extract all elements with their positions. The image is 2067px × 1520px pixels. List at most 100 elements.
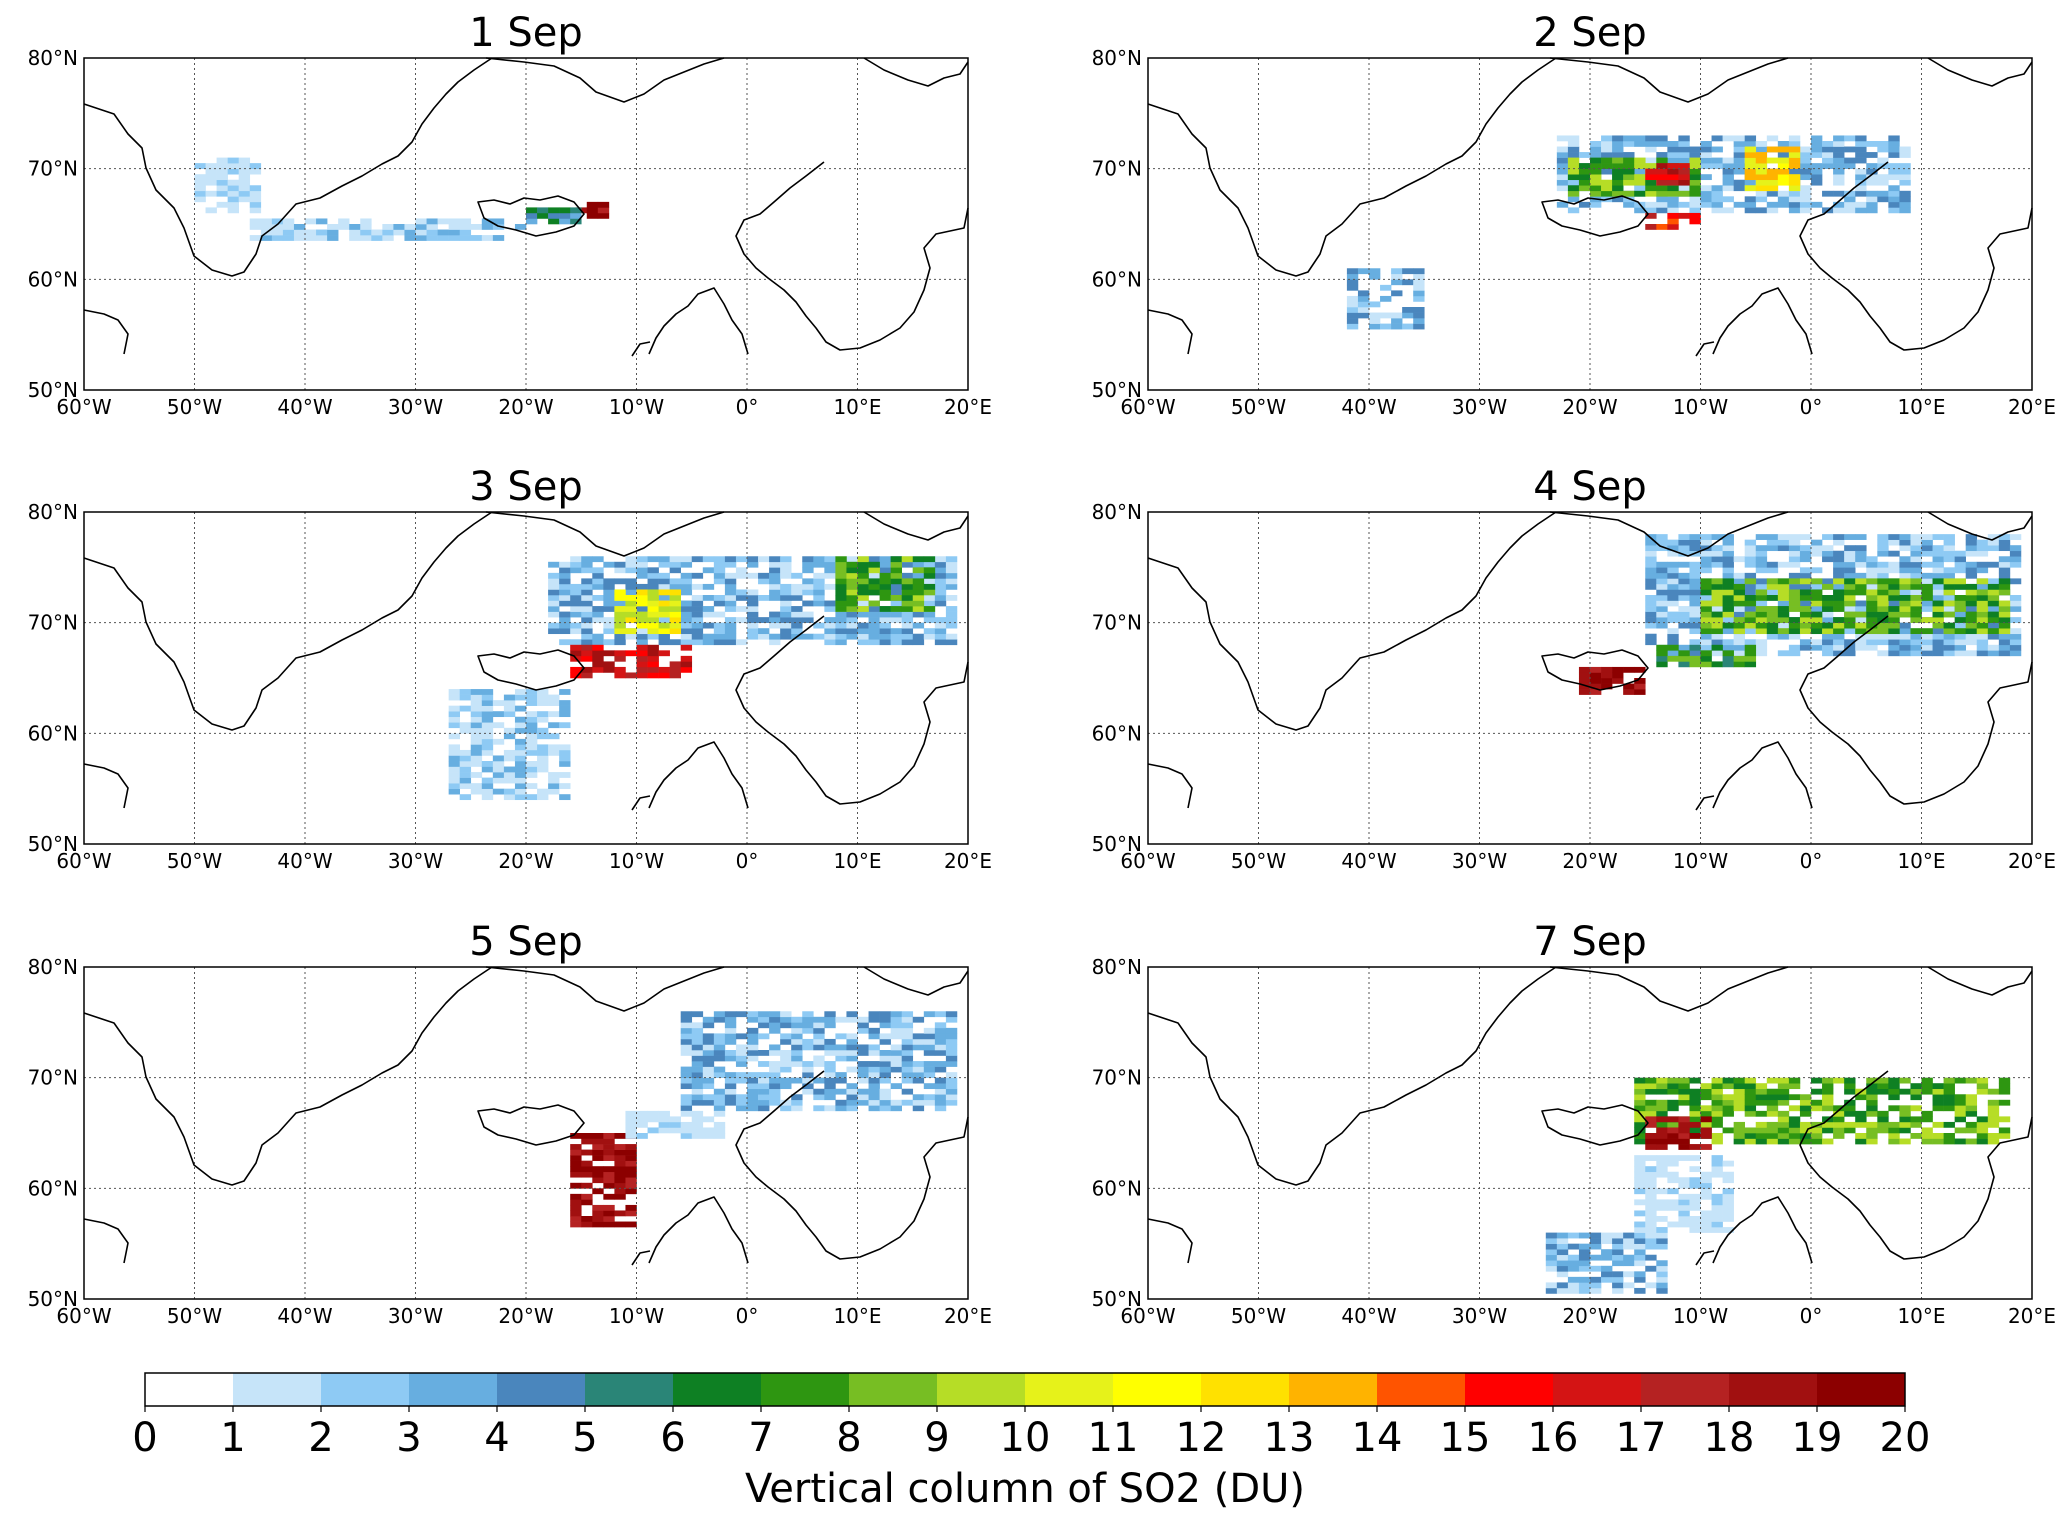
so2-cell	[846, 611, 858, 618]
so2-cell	[1932, 1138, 1944, 1145]
so2-cell	[912, 600, 925, 607]
so2-cell	[1811, 595, 1823, 601]
so2-cell	[1788, 168, 1801, 175]
so2-cell	[503, 777, 516, 784]
so2-cell	[570, 207, 582, 214]
so2-cell	[1711, 583, 1723, 590]
so2-cell	[890, 628, 902, 635]
so2-cell	[1711, 1166, 1723, 1173]
so2-cell	[813, 633, 825, 640]
so2-cell	[713, 595, 726, 601]
so2-cell	[680, 1077, 693, 1084]
so2-cell	[1976, 639, 1989, 646]
so2-cell	[1678, 1199, 1690, 1206]
so2-cell	[1888, 1127, 1900, 1134]
so2-cell	[1855, 141, 1867, 147]
so2-cell	[1877, 141, 1889, 147]
so2-cell	[581, 1138, 593, 1145]
so2-cell	[1777, 1138, 1790, 1145]
so2-cell	[1833, 1116, 1845, 1123]
so2-cell	[1678, 1083, 1690, 1090]
so2-cell	[1623, 174, 1635, 181]
so2-cell	[581, 1171, 593, 1178]
colorbar-tick-label: 0	[132, 1415, 157, 1461]
so2-cell	[1689, 1166, 1701, 1173]
so2-cell	[1822, 606, 1834, 612]
so2-cell	[1678, 1121, 1690, 1128]
so2-cell	[1932, 556, 1944, 563]
so2-cell	[1678, 185, 1690, 192]
so2-cell	[1954, 611, 1966, 618]
so2-cell	[901, 589, 914, 596]
so2-cell	[868, 589, 880, 596]
so2-cell	[492, 738, 505, 745]
so2-cell	[1645, 1088, 1657, 1095]
so2-cell	[1811, 1127, 1823, 1134]
so2-cell	[1866, 1133, 1878, 1139]
lon-label: 0°	[736, 395, 759, 419]
so2-cell	[1822, 190, 1834, 197]
so2-cell	[570, 644, 582, 651]
so2-cell	[1667, 633, 1679, 640]
so2-cell	[1656, 1216, 1668, 1222]
lat-label: 60°N	[28, 1176, 78, 1200]
so2-cell	[1954, 650, 1966, 657]
so2-cell	[791, 622, 803, 629]
so2-cell	[1755, 1083, 1768, 1090]
so2-cell	[271, 224, 284, 230]
so2-cell	[625, 1149, 637, 1156]
so2-cell	[1733, 628, 1745, 635]
so2-cell	[1777, 168, 1790, 175]
so2-cell	[1987, 583, 2000, 590]
so2-cell	[1556, 1243, 1569, 1250]
so2-cell	[923, 606, 936, 612]
so2-cell	[1656, 534, 1668, 540]
so2-cell	[1866, 611, 1878, 618]
so2-cell	[791, 1099, 803, 1106]
so2-cell	[1590, 190, 1602, 197]
so2-cell	[1678, 1116, 1690, 1123]
so2-cell	[747, 595, 759, 601]
so2-cell	[625, 578, 637, 585]
so2-cell	[879, 628, 891, 635]
so2-cell	[1656, 1105, 1668, 1112]
so2-cell	[846, 1016, 858, 1023]
so2-cell	[581, 1149, 593, 1156]
so2-cell	[570, 1133, 582, 1139]
so2-cell	[1822, 550, 1834, 557]
so2-cell	[1645, 1204, 1657, 1211]
so2-cell	[1788, 545, 1801, 552]
so2-cell	[1844, 1083, 1856, 1090]
so2-cell	[636, 600, 648, 607]
so2-cell	[1656, 1088, 1668, 1095]
so2-cell	[492, 761, 505, 767]
so2-cell	[1612, 174, 1624, 181]
so2-cell	[758, 1022, 770, 1029]
so2-cell	[835, 1044, 847, 1051]
so2-cell	[1733, 157, 1745, 164]
so2-cell	[1755, 1127, 1768, 1134]
so2-cell	[1822, 583, 1834, 590]
so2-cell	[846, 1038, 858, 1045]
so2-cell	[1689, 185, 1701, 192]
so2-cell	[625, 650, 637, 657]
so2-cell	[559, 772, 571, 778]
so2-cell	[1578, 1265, 1591, 1272]
so2-cell	[1844, 561, 1856, 568]
so2-cell	[1722, 1193, 1734, 1200]
so2-cell	[1921, 1127, 1933, 1134]
so2-cell	[1601, 666, 1613, 673]
so2-cell	[459, 783, 472, 789]
so2-cell	[747, 1050, 759, 1056]
so2-cell	[1943, 583, 1955, 590]
so2-cell	[1689, 1155, 1701, 1161]
so2-cell	[603, 1171, 615, 1178]
so2-cell	[1634, 1232, 1646, 1239]
so2-cell	[1744, 185, 1757, 192]
so2-cell	[802, 1072, 814, 1078]
so2-cell	[1590, 666, 1602, 673]
so2-cell	[835, 589, 847, 596]
so2-cell	[934, 628, 947, 635]
so2-cell	[923, 1011, 936, 1018]
so2-cell	[1689, 534, 1701, 540]
